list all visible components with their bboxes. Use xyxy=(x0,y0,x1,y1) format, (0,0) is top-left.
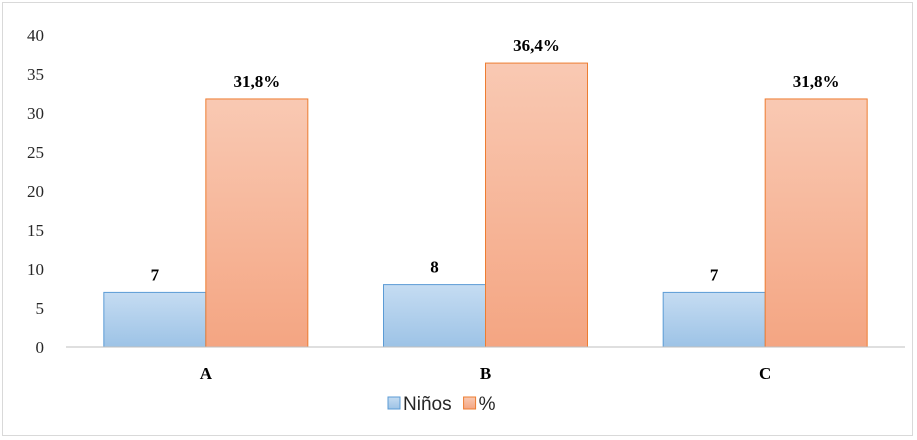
legend-label: % xyxy=(479,394,496,415)
data-label: 36,4% xyxy=(513,36,560,55)
data-label: 7 xyxy=(151,265,160,284)
bar-percent-a xyxy=(205,98,309,348)
x-category-label: B xyxy=(480,364,491,383)
legend-label: Niños xyxy=(403,394,452,415)
chart-frame xyxy=(2,2,913,436)
y-tick-label: 35 xyxy=(27,65,44,84)
y-tick-label: 30 xyxy=(27,104,44,123)
x-category-label: A xyxy=(200,364,213,383)
y-tick-label: 15 xyxy=(27,221,44,240)
bar-percent-b xyxy=(485,62,588,348)
y-axis-ticks: 0 5 10 15 20 25 30 35 40 xyxy=(27,26,44,357)
data-label: 31,8% xyxy=(793,72,840,91)
bars: 7 31,8% 8 36,4% 7 31,8% xyxy=(103,36,868,348)
y-tick-label: 5 xyxy=(36,299,45,318)
x-axis-categories: A B C xyxy=(200,364,772,383)
data-label: 8 xyxy=(430,258,439,277)
bar-ninos-a xyxy=(103,291,207,348)
y-tick-label: 25 xyxy=(27,143,44,162)
legend-swatch xyxy=(387,396,401,410)
data-label: 7 xyxy=(710,265,719,284)
bar-percent-c xyxy=(764,98,868,348)
y-tick-label: 0 xyxy=(36,338,45,357)
y-tick-label: 40 xyxy=(27,26,44,45)
bar-ninos-b xyxy=(383,284,486,348)
x-category-label: C xyxy=(759,364,771,383)
data-label: 31,8% xyxy=(233,72,280,91)
legend: Niños% xyxy=(387,394,496,415)
legend-swatch xyxy=(463,396,477,410)
y-tick-label: 20 xyxy=(27,182,44,201)
bar-ninos-c xyxy=(662,291,766,348)
y-tick-label: 10 xyxy=(27,260,44,279)
